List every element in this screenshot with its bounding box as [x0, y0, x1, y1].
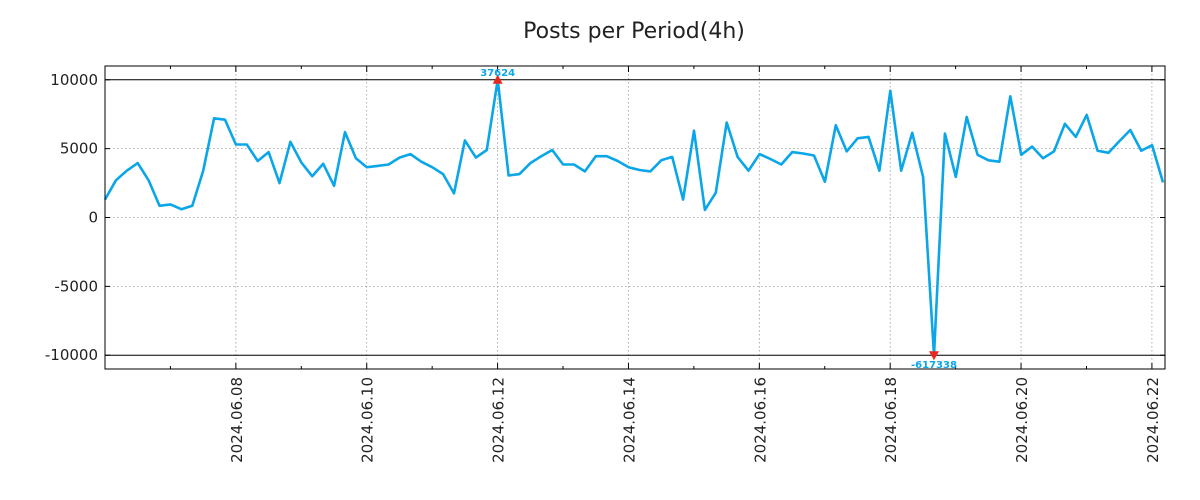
- x-tick-label: 2024.06.20: [1013, 377, 1031, 463]
- y-tick-label: -10000: [45, 346, 98, 364]
- x-tick-label: 2024.06.10: [359, 377, 377, 463]
- annotation-label: -617338: [911, 360, 957, 371]
- annotation-label: 37624: [480, 68, 515, 79]
- y-tick-label: 0: [88, 209, 98, 227]
- chart-title: Posts per Period(4h): [523, 19, 745, 44]
- y-axis-ticks: 10000 5000 0 -5000 -10000: [45, 71, 1165, 364]
- annotations: 37624 -617338: [480, 68, 957, 371]
- y-tick-label: -5000: [54, 277, 98, 295]
- x-tick-label: 2024.06.18: [882, 377, 900, 463]
- clip-lines: [105, 79, 1165, 356]
- x-axis-ticks: 2024.06.08 2024.06.10 2024.06.12 2024.06.14…: [169, 66, 1162, 463]
- x-tick-label: 2024.06.14: [620, 377, 638, 463]
- y-tick-label: 10000: [50, 71, 98, 89]
- x-tick-label: 2024.06.16: [751, 377, 769, 463]
- series-line-posts: [103, 78, 1165, 357]
- series-layer: [103, 78, 1165, 357]
- annotation-marker: [928, 351, 939, 361]
- annotation-marker: [492, 74, 503, 84]
- x-tick-label: 2024.06.08: [228, 377, 246, 463]
- grid: [105, 66, 1165, 369]
- y-tick-label: 5000: [60, 140, 98, 158]
- x-tick-label: 2024.06.22: [1144, 377, 1162, 463]
- plot-frame: [104, 65, 1166, 370]
- x-tick-label: 2024.06.12: [490, 377, 508, 463]
